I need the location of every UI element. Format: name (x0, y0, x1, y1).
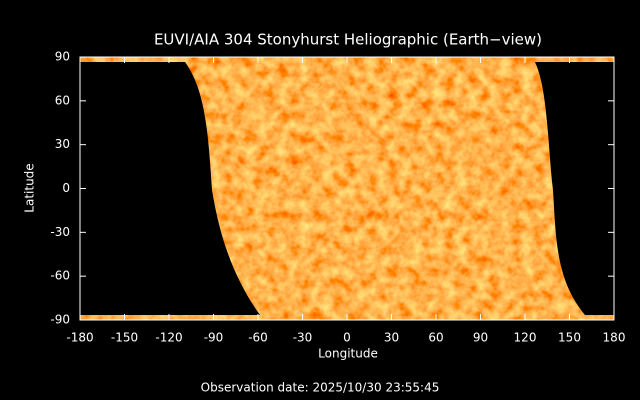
x-tick-label: -90 (204, 331, 224, 345)
y-tick-label: -90 (50, 313, 70, 327)
x-tick-label: 60 (428, 331, 443, 345)
x-axis-label: Longitude (318, 347, 378, 361)
x-tick-label: 180 (603, 331, 626, 345)
x-tick-label: 30 (384, 331, 399, 345)
x-tick-label: -180 (66, 331, 93, 345)
x-tick-label: 0 (343, 331, 351, 345)
x-tick-label: -30 (293, 331, 313, 345)
x-tick-label: 120 (514, 331, 537, 345)
y-tick-label: 60 (55, 93, 70, 107)
y-tick-label: 0 (62, 181, 70, 195)
x-tick-label: -60 (248, 331, 268, 345)
y-tick-label: 30 (55, 137, 70, 151)
x-tick-label: 150 (558, 331, 581, 345)
y-tick-label: -60 (50, 269, 70, 283)
observation-date: Observation date: 2025/10/30 23:55:45 (201, 381, 440, 395)
y-axis-label: Latitude (23, 163, 37, 212)
x-tick-label: -150 (111, 331, 138, 345)
chart-title: EUVI/AIA 304 Stonyhurst Heliographic (Ea… (154, 31, 542, 49)
y-tick-label: -30 (50, 225, 70, 239)
y-tick-label: 90 (55, 50, 70, 64)
x-tick-label: 90 (473, 331, 488, 345)
x-tick-label: -120 (155, 331, 182, 345)
